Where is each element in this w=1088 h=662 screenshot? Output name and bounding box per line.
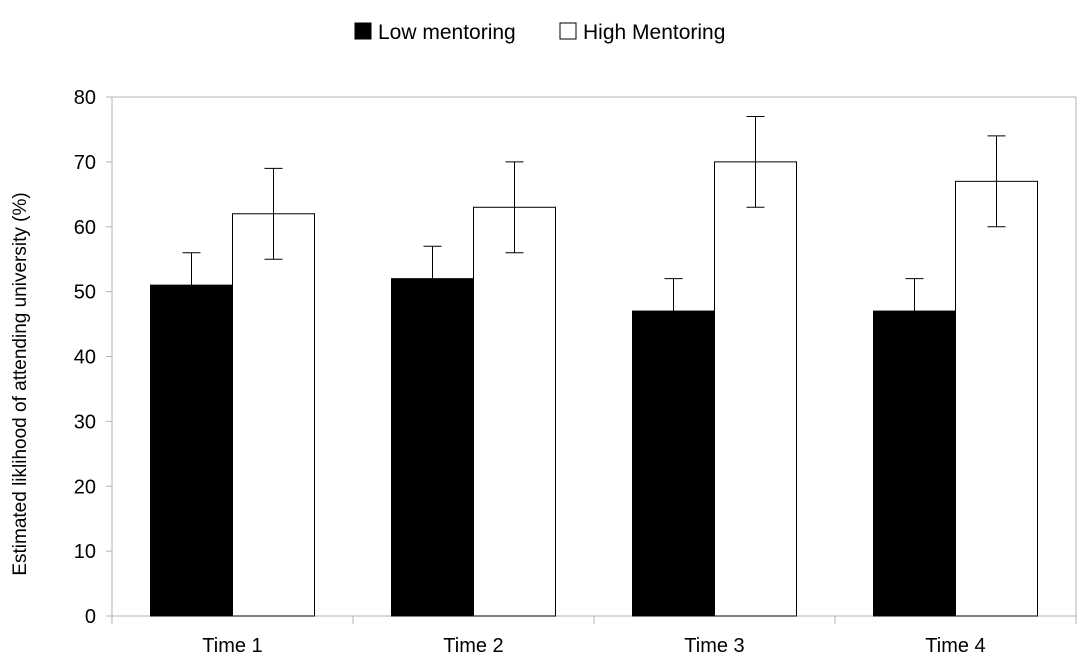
bar-high-mentoring bbox=[473, 206, 556, 617]
legend-label: High Mentoring bbox=[583, 21, 725, 44]
y-tick-label: 60 bbox=[74, 217, 96, 239]
y-tick-label: 10 bbox=[74, 541, 96, 563]
y-tick-label: 20 bbox=[74, 476, 96, 498]
bar-high-mentoring bbox=[232, 213, 315, 617]
y-tick-label: 80 bbox=[74, 87, 96, 109]
y-tick-label: 40 bbox=[74, 347, 96, 369]
x-tick-label: Time 1 bbox=[202, 635, 262, 657]
bar-low-mentoring bbox=[873, 310, 956, 617]
legend-label: Low mentoring bbox=[378, 21, 516, 44]
legend-swatch bbox=[354, 22, 372, 40]
bars bbox=[150, 161, 1038, 617]
legend: Low mentoring High Mentoring bbox=[354, 21, 725, 44]
axes: 0 10 20 30 40 50 60 70 80 Time 1 Time 2 Time 3 Time … bbox=[74, 87, 1077, 657]
bar-high-mentoring bbox=[955, 180, 1038, 617]
y-tick-label: 30 bbox=[74, 411, 96, 433]
x-tick-label: Time 2 bbox=[443, 635, 503, 657]
error-bars bbox=[182, 115, 1006, 345]
x-tick-label: Time 4 bbox=[925, 635, 985, 657]
y-tick-label: 70 bbox=[74, 152, 96, 174]
bar-high-mentoring bbox=[714, 161, 797, 617]
x-tick-label: Time 3 bbox=[684, 635, 744, 657]
bar-low-mentoring bbox=[632, 310, 715, 617]
y-axis-label: Estimated liklihood of attending univers… bbox=[10, 192, 31, 575]
bar-low-mentoring bbox=[150, 284, 233, 617]
y-tick-label: 50 bbox=[74, 282, 96, 304]
bar-low-mentoring bbox=[391, 278, 474, 617]
legend-swatch bbox=[559, 22, 577, 40]
y-tick-label: 0 bbox=[85, 606, 96, 628]
